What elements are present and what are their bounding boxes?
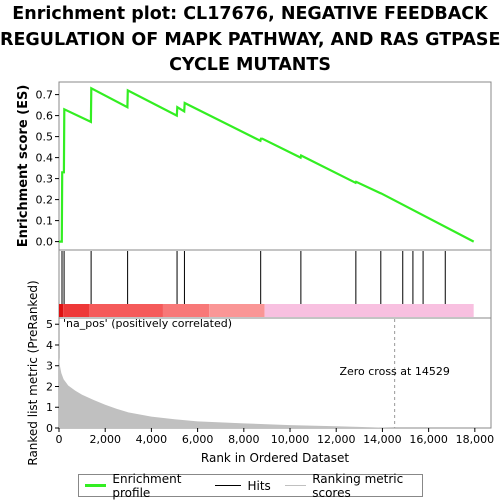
chart-title-line-2: REGULATION OF MAPK PATHWAY, AND RAS GTPA… bbox=[0, 29, 500, 50]
es-y-axis: 0.0 0.1 0.2 0.3 0.4 0.5 0.6 0.7 bbox=[36, 89, 59, 249]
rank-bar-segment bbox=[89, 304, 163, 317]
es-y-axis-label: Enrichment score (ES) bbox=[16, 85, 31, 248]
es-y-tick-label: 0.2 bbox=[36, 194, 54, 207]
metric-y-tick-label: 2 bbox=[46, 380, 53, 393]
legend-label-metric: Ranking metric scores bbox=[312, 471, 404, 500]
hits-panel bbox=[58, 249, 492, 319]
metric-y-axis: 0 1 2 3 4 5 bbox=[46, 318, 59, 435]
rank-x-tick-label: 12,000 bbox=[317, 433, 356, 446]
rank-x-tick-label: 10,000 bbox=[271, 433, 310, 446]
chart-title-line-3: CYCLE MUTANTS bbox=[169, 55, 331, 75]
hit-lines bbox=[61, 251, 446, 304]
rank-bar-segment bbox=[264, 304, 474, 317]
es-y-tick-label: 0.5 bbox=[36, 131, 54, 144]
es-panel-frame bbox=[58, 81, 492, 251]
es-y-tick-label: 0.0 bbox=[36, 236, 54, 249]
enrichment-profile-line bbox=[59, 86, 475, 243]
rank-color-bar bbox=[59, 304, 474, 317]
rank-x-tick-label: 16,000 bbox=[409, 433, 448, 446]
rank-bar-segment bbox=[63, 304, 90, 317]
metric-y-tick-label: 4 bbox=[46, 339, 53, 352]
legend-swatch-metric bbox=[284, 485, 307, 486]
rank-x-tick-label: 2,000 bbox=[89, 433, 121, 446]
legend-label-enrichment: Enrichment profile bbox=[112, 471, 182, 500]
legend-item-enrichment: Enrichment profile bbox=[85, 472, 203, 500]
positive-correlation-label: 'na_pos' (positively correlated) bbox=[63, 317, 232, 330]
chart-title-line-1: Enrichment plot: CL17676, NEGATIVE FEEDB… bbox=[12, 4, 488, 24]
legend-item-hits: Hits bbox=[215, 478, 271, 493]
rank-x-tick-label: 4,000 bbox=[136, 433, 168, 446]
rank-x-tick-label: 6,000 bbox=[182, 433, 214, 446]
metric-panel: Zero cross at 14529 'na_pos' (positively… bbox=[26, 280, 494, 465]
rank-x-tick-label: 0 bbox=[56, 433, 63, 446]
es-y-tick-label: 0.3 bbox=[36, 173, 54, 186]
es-y-tick-label: 0.4 bbox=[36, 152, 54, 165]
legend-swatch-enrichment bbox=[85, 484, 107, 487]
chart-title: Enrichment plot: CL17676, NEGATIVE FEEDB… bbox=[0, 2, 500, 79]
metric-y-axis-label: Ranked list metric (PreRanked) bbox=[26, 280, 40, 465]
es-panel: 0.0 0.1 0.2 0.3 0.4 0.5 0.6 0.7 Enrichment scor… bbox=[16, 81, 492, 251]
legend-label-hits: Hits bbox=[247, 478, 271, 493]
es-y-tick-label: 0.6 bbox=[36, 110, 54, 123]
rank-x-axis-label: Rank in Ordered Dataset bbox=[201, 451, 349, 465]
rank-x-tick-label: 14,000 bbox=[363, 433, 402, 446]
rank-x-tick-label: 8,000 bbox=[228, 433, 260, 446]
es-y-tick-label: 0.1 bbox=[36, 215, 54, 228]
rank-bar-segment bbox=[59, 304, 64, 317]
es-y-tick-label: 0.7 bbox=[36, 89, 54, 102]
ranking-metric-area bbox=[59, 357, 474, 428]
metric-y-tick-label: 5 bbox=[46, 318, 53, 331]
legend-swatch-hits bbox=[215, 485, 242, 486]
metric-panel-frame bbox=[58, 317, 492, 429]
zero-cross-label: Zero cross at 14529 bbox=[339, 365, 449, 378]
metric-y-tick-label: 1 bbox=[46, 401, 53, 414]
rank-bar-segment bbox=[209, 304, 265, 317]
metric-y-tick-label: 0 bbox=[46, 422, 53, 435]
rank-x-tick-label: 18,000 bbox=[456, 433, 495, 446]
legend: Enrichment profile Hits Ranking metric s… bbox=[78, 471, 423, 500]
legend-item-metric: Ranking metric scores bbox=[284, 471, 422, 500]
rank-bar-segment bbox=[162, 304, 210, 317]
rank-x-axis: 0 2,000 4,000 6,000 8,000 10,000 12,000 14,000 1… bbox=[56, 428, 495, 446]
metric-y-tick-label: 3 bbox=[46, 360, 53, 373]
